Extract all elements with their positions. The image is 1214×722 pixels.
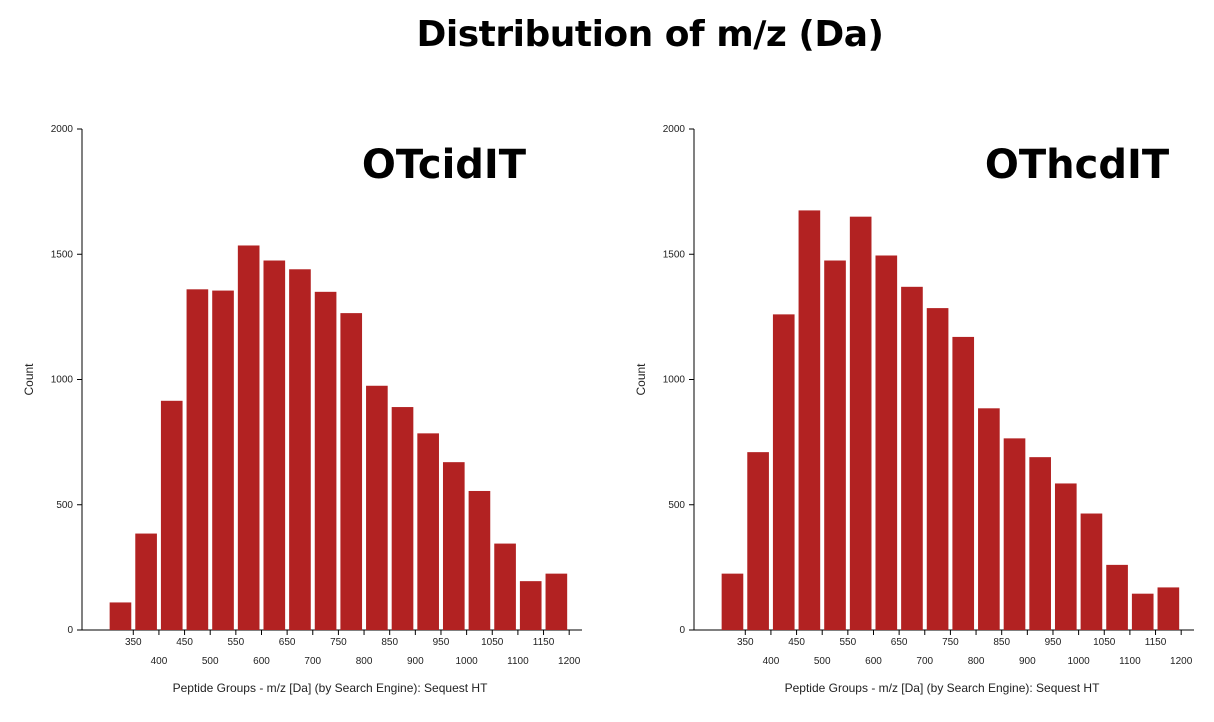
y-axis-title: Count	[22, 363, 36, 396]
histogram-bar	[519, 581, 542, 630]
histogram-bar	[978, 408, 1000, 630]
x-tick-label: 850	[993, 637, 1010, 648]
x-tick-label: 950	[433, 637, 450, 648]
x-tick-label: 1150	[1145, 637, 1167, 648]
histogram-bar	[1157, 587, 1180, 630]
histogram-bar	[952, 336, 975, 630]
chart-panel-1: 0 500 1000 1500 2000 350 450 550 650 750 850 950 105…	[22, 124, 582, 695]
histogram-bar	[849, 216, 872, 631]
x-tick-label: 550	[228, 637, 245, 648]
x-tick-label: 400	[151, 656, 168, 667]
x-tick-label: 650	[891, 637, 908, 648]
histogram-bar	[314, 291, 337, 630]
histogram-bar	[160, 400, 183, 630]
histogram-bar	[824, 260, 846, 630]
x-tick-label: 1200	[1170, 656, 1193, 667]
x-tick-label: 600	[253, 656, 270, 667]
x-tick-label: 900	[1019, 656, 1036, 667]
x-tick-label: 650	[279, 637, 296, 648]
histogram-bar	[798, 210, 821, 630]
histogram-bar	[1003, 438, 1026, 630]
x-tick-label: 500	[814, 656, 831, 667]
histogram-bar	[135, 533, 157, 630]
histogram-bar	[340, 313, 363, 630]
x-tick-label: 700	[304, 656, 321, 667]
x-tick-label: 500	[202, 656, 219, 667]
x-tick-label: 1000	[1067, 656, 1090, 667]
x-tick-label: 1100	[1119, 656, 1141, 667]
x-tick-label: 1100	[507, 656, 529, 667]
histogram-bar	[721, 573, 744, 630]
histogram-bar	[1131, 593, 1154, 630]
x-tick-label: 900	[407, 656, 424, 667]
x-tick-label: 800	[356, 656, 373, 667]
panel-title: OTcidIT	[362, 142, 527, 188]
x-tick-label: 1050	[1093, 637, 1116, 648]
histogram-bar	[1054, 483, 1077, 630]
x-tick-label: 1200	[558, 656, 581, 667]
histogram-bar	[1029, 457, 1051, 630]
histogram-bar	[289, 269, 311, 630]
page-title: Distribution of m/z (Da)	[416, 14, 884, 55]
y-axis-title: Count	[634, 363, 648, 396]
x-tick-label: 1000	[455, 656, 478, 667]
y-tick-label: 2000	[51, 124, 74, 135]
histogram-bar	[1106, 564, 1128, 630]
histogram-bar	[494, 543, 516, 630]
x-tick-label: 850	[381, 637, 398, 648]
histogram-bar	[442, 462, 465, 630]
y-tick-label: 0	[679, 625, 685, 636]
histogram-bar	[109, 602, 132, 630]
y-tick-label: 1000	[663, 375, 686, 386]
x-tick-label: 450	[176, 637, 193, 648]
x-tick-label: 350	[737, 637, 754, 648]
y-tick-label: 0	[67, 625, 73, 636]
x-tick-label: 450	[788, 637, 805, 648]
x-axis-title: Peptide Groups - m/z [Da] (by Search Eng…	[173, 681, 488, 695]
y-tick-label: 500	[668, 500, 685, 511]
y-tick-label: 500	[56, 500, 73, 511]
x-tick-label: 700	[916, 656, 933, 667]
histogram-bar	[875, 255, 898, 630]
x-tick-label: 600	[865, 656, 882, 667]
x-tick-label: 750	[942, 637, 959, 648]
x-tick-label: 400	[763, 656, 780, 667]
y-tick-label: 1500	[51, 249, 74, 260]
histogram-bar	[468, 490, 491, 630]
histogram-bar	[901, 286, 923, 630]
histogram-bar	[545, 573, 568, 630]
histogram-bar	[391, 407, 414, 630]
histogram-bar	[212, 290, 234, 630]
histogram-bar	[263, 260, 286, 630]
x-tick-label: 1150	[533, 637, 555, 648]
chart-panel-2: 0 500 1000 1500 2000 350 450 550 650 750 850 950 105…	[634, 124, 1194, 695]
x-tick-label: 750	[330, 637, 347, 648]
panel-title: OThcdIT	[985, 142, 1170, 188]
histogram-bar	[747, 452, 769, 630]
histogram-bar	[772, 314, 795, 630]
y-tick-label: 1500	[663, 249, 686, 260]
histogram-bar	[366, 385, 388, 630]
x-axis-title: Peptide Groups - m/z [Da] (by Search Eng…	[785, 681, 1100, 695]
x-tick-label: 800	[968, 656, 985, 667]
histogram-bar	[186, 289, 209, 630]
y-tick-label: 2000	[663, 124, 686, 135]
x-tick-label: 1050	[481, 637, 504, 648]
histogram-bar	[237, 245, 260, 631]
y-tick-label: 1000	[51, 375, 74, 386]
histogram-bar	[1080, 513, 1103, 630]
x-tick-label: 950	[1045, 637, 1062, 648]
histogram-bar	[926, 308, 949, 630]
x-tick-label: 350	[125, 637, 142, 648]
x-tick-label: 550	[840, 637, 857, 648]
histogram-bar	[417, 433, 439, 630]
